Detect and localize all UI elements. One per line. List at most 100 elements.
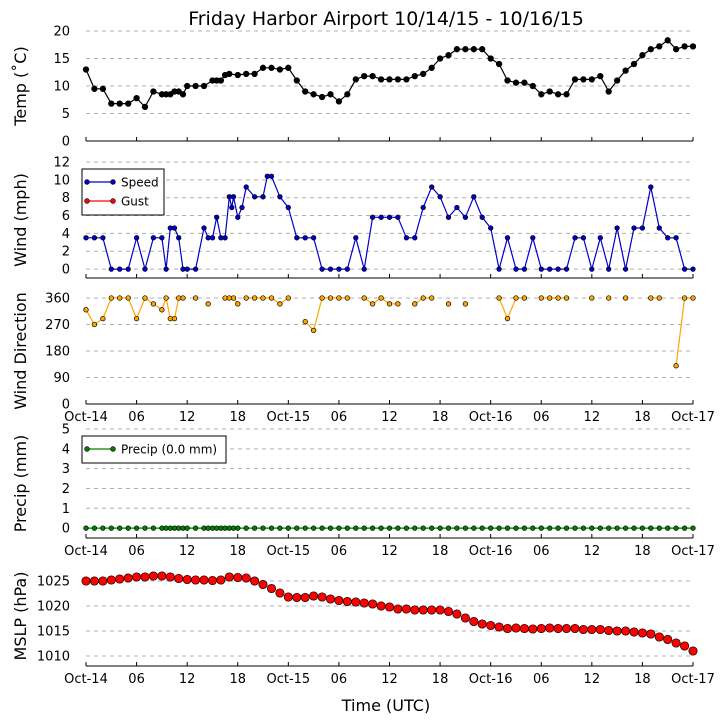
mslp-data-point <box>561 623 572 634</box>
precip-data-point <box>412 525 418 531</box>
temp-data-point <box>293 77 300 84</box>
mslp-data-point <box>460 613 470 623</box>
mslp-data-point <box>528 624 538 634</box>
temp-data-point <box>99 85 107 92</box>
temp-data-point <box>184 82 191 90</box>
wdir-data-point <box>176 295 182 301</box>
wdir-ytick-label: 270 <box>45 318 70 333</box>
wind-ytick-label: 6 <box>62 209 70 224</box>
wind-data-point <box>222 235 228 241</box>
wdir-data-point <box>192 295 199 301</box>
wdir-data-point <box>395 301 401 307</box>
mslp-xtick-label: 12 <box>584 672 601 687</box>
wind-data-point <box>239 204 245 211</box>
precip-data-point <box>108 525 114 531</box>
wind-data-point <box>369 214 376 220</box>
wind-data-point <box>412 235 418 241</box>
temp-data-point <box>672 46 680 53</box>
wind-data-point <box>395 214 401 220</box>
wind-data-point <box>521 266 528 272</box>
wdir-data-point <box>205 301 211 307</box>
wdir-data-point <box>344 295 350 301</box>
wind-data-point <box>117 266 123 272</box>
wind-legend-marker <box>110 198 116 204</box>
wdir-xtick-label: 18 <box>634 410 651 425</box>
temp-data-point <box>495 60 503 68</box>
precip-xtick-label: 12 <box>584 544 601 559</box>
precip-xtick-label: 18 <box>432 544 449 559</box>
temp-data-point <box>647 46 654 53</box>
wdir-data-point <box>378 295 384 301</box>
mslp-data-point <box>435 605 445 615</box>
precip-data-point <box>538 525 544 531</box>
wind-data-point <box>243 184 249 190</box>
precip-data-point <box>353 525 359 531</box>
mslp-ytick-label: 1015 <box>37 625 70 640</box>
temp-data-point <box>521 79 528 86</box>
precip-data-point <box>83 525 89 531</box>
wind-data-point <box>294 235 300 241</box>
wind-data-point <box>445 214 452 220</box>
wdir-data-point <box>171 315 178 322</box>
mslp-data-point <box>148 571 158 581</box>
mslp-data-point <box>233 572 243 583</box>
temp-data-point <box>411 72 418 80</box>
precip-data-point <box>251 525 258 531</box>
temp-data-point <box>656 43 663 50</box>
precip-data-point <box>336 525 342 531</box>
wind-data-point <box>437 194 443 200</box>
mslp-data-point <box>300 592 310 603</box>
precip-data-point <box>622 525 629 531</box>
precip-data-point <box>395 525 401 531</box>
wind-data-point <box>319 266 325 272</box>
precip-data-point <box>142 525 148 531</box>
temp-data-point <box>217 77 225 84</box>
precip-data-point <box>589 525 595 531</box>
wind-data-point <box>310 235 317 241</box>
mslp-data-point <box>283 592 293 602</box>
precip-data-point <box>285 525 291 531</box>
temp-data-point <box>243 70 250 78</box>
precip-xtick-label: 06 <box>128 544 145 559</box>
wind-data-point <box>622 266 629 272</box>
wdir-data-point <box>108 295 114 301</box>
temp-data-point <box>639 52 646 59</box>
mslp-data-point <box>511 623 521 633</box>
mslp-data-point <box>570 623 580 634</box>
wind-data-point <box>100 235 106 241</box>
wind-data-point <box>496 266 502 272</box>
mslp-data-point <box>342 596 352 607</box>
mslp-xtick-label: 18 <box>634 672 651 687</box>
precip-data-point <box>631 525 637 531</box>
temp-data-point <box>588 76 595 83</box>
precip-xtick-label: 12 <box>381 544 398 559</box>
temp-data-point <box>310 91 317 98</box>
temp-data-point <box>377 76 385 83</box>
mslp-xtick-label: 12 <box>381 672 398 687</box>
mslp-data-point <box>427 605 437 615</box>
wind-data-point <box>614 225 620 231</box>
wind-data-point <box>589 266 595 272</box>
wdir-xtick-label: Oct-14 <box>64 410 108 425</box>
temp-data-point <box>445 52 452 59</box>
wind-legend-label: Gust <box>121 195 149 209</box>
wdir-data-point <box>656 295 662 301</box>
mslp-data-point <box>334 595 344 606</box>
wdir-series-line <box>304 297 348 332</box>
precip-xtick-label: 06 <box>331 544 348 559</box>
mslp-data-point <box>174 573 184 584</box>
temp-data-point <box>546 88 553 95</box>
wdir-data-point <box>268 295 275 301</box>
precip-data-point <box>656 525 662 531</box>
wdir-data-point <box>606 295 612 301</box>
mslp-data-point <box>494 622 504 632</box>
wdir-xtick-label: Oct-15 <box>266 410 310 425</box>
mslp-data-point <box>587 624 597 635</box>
mslp-xtick-label: Oct-14 <box>64 672 108 687</box>
wind-data-point <box>201 225 207 231</box>
precip-data-point <box>572 525 578 531</box>
wind-data-point <box>214 214 220 220</box>
mslp-data-point <box>393 604 403 614</box>
mslp-data-point <box>368 599 378 609</box>
mslp-data-point <box>452 609 462 619</box>
